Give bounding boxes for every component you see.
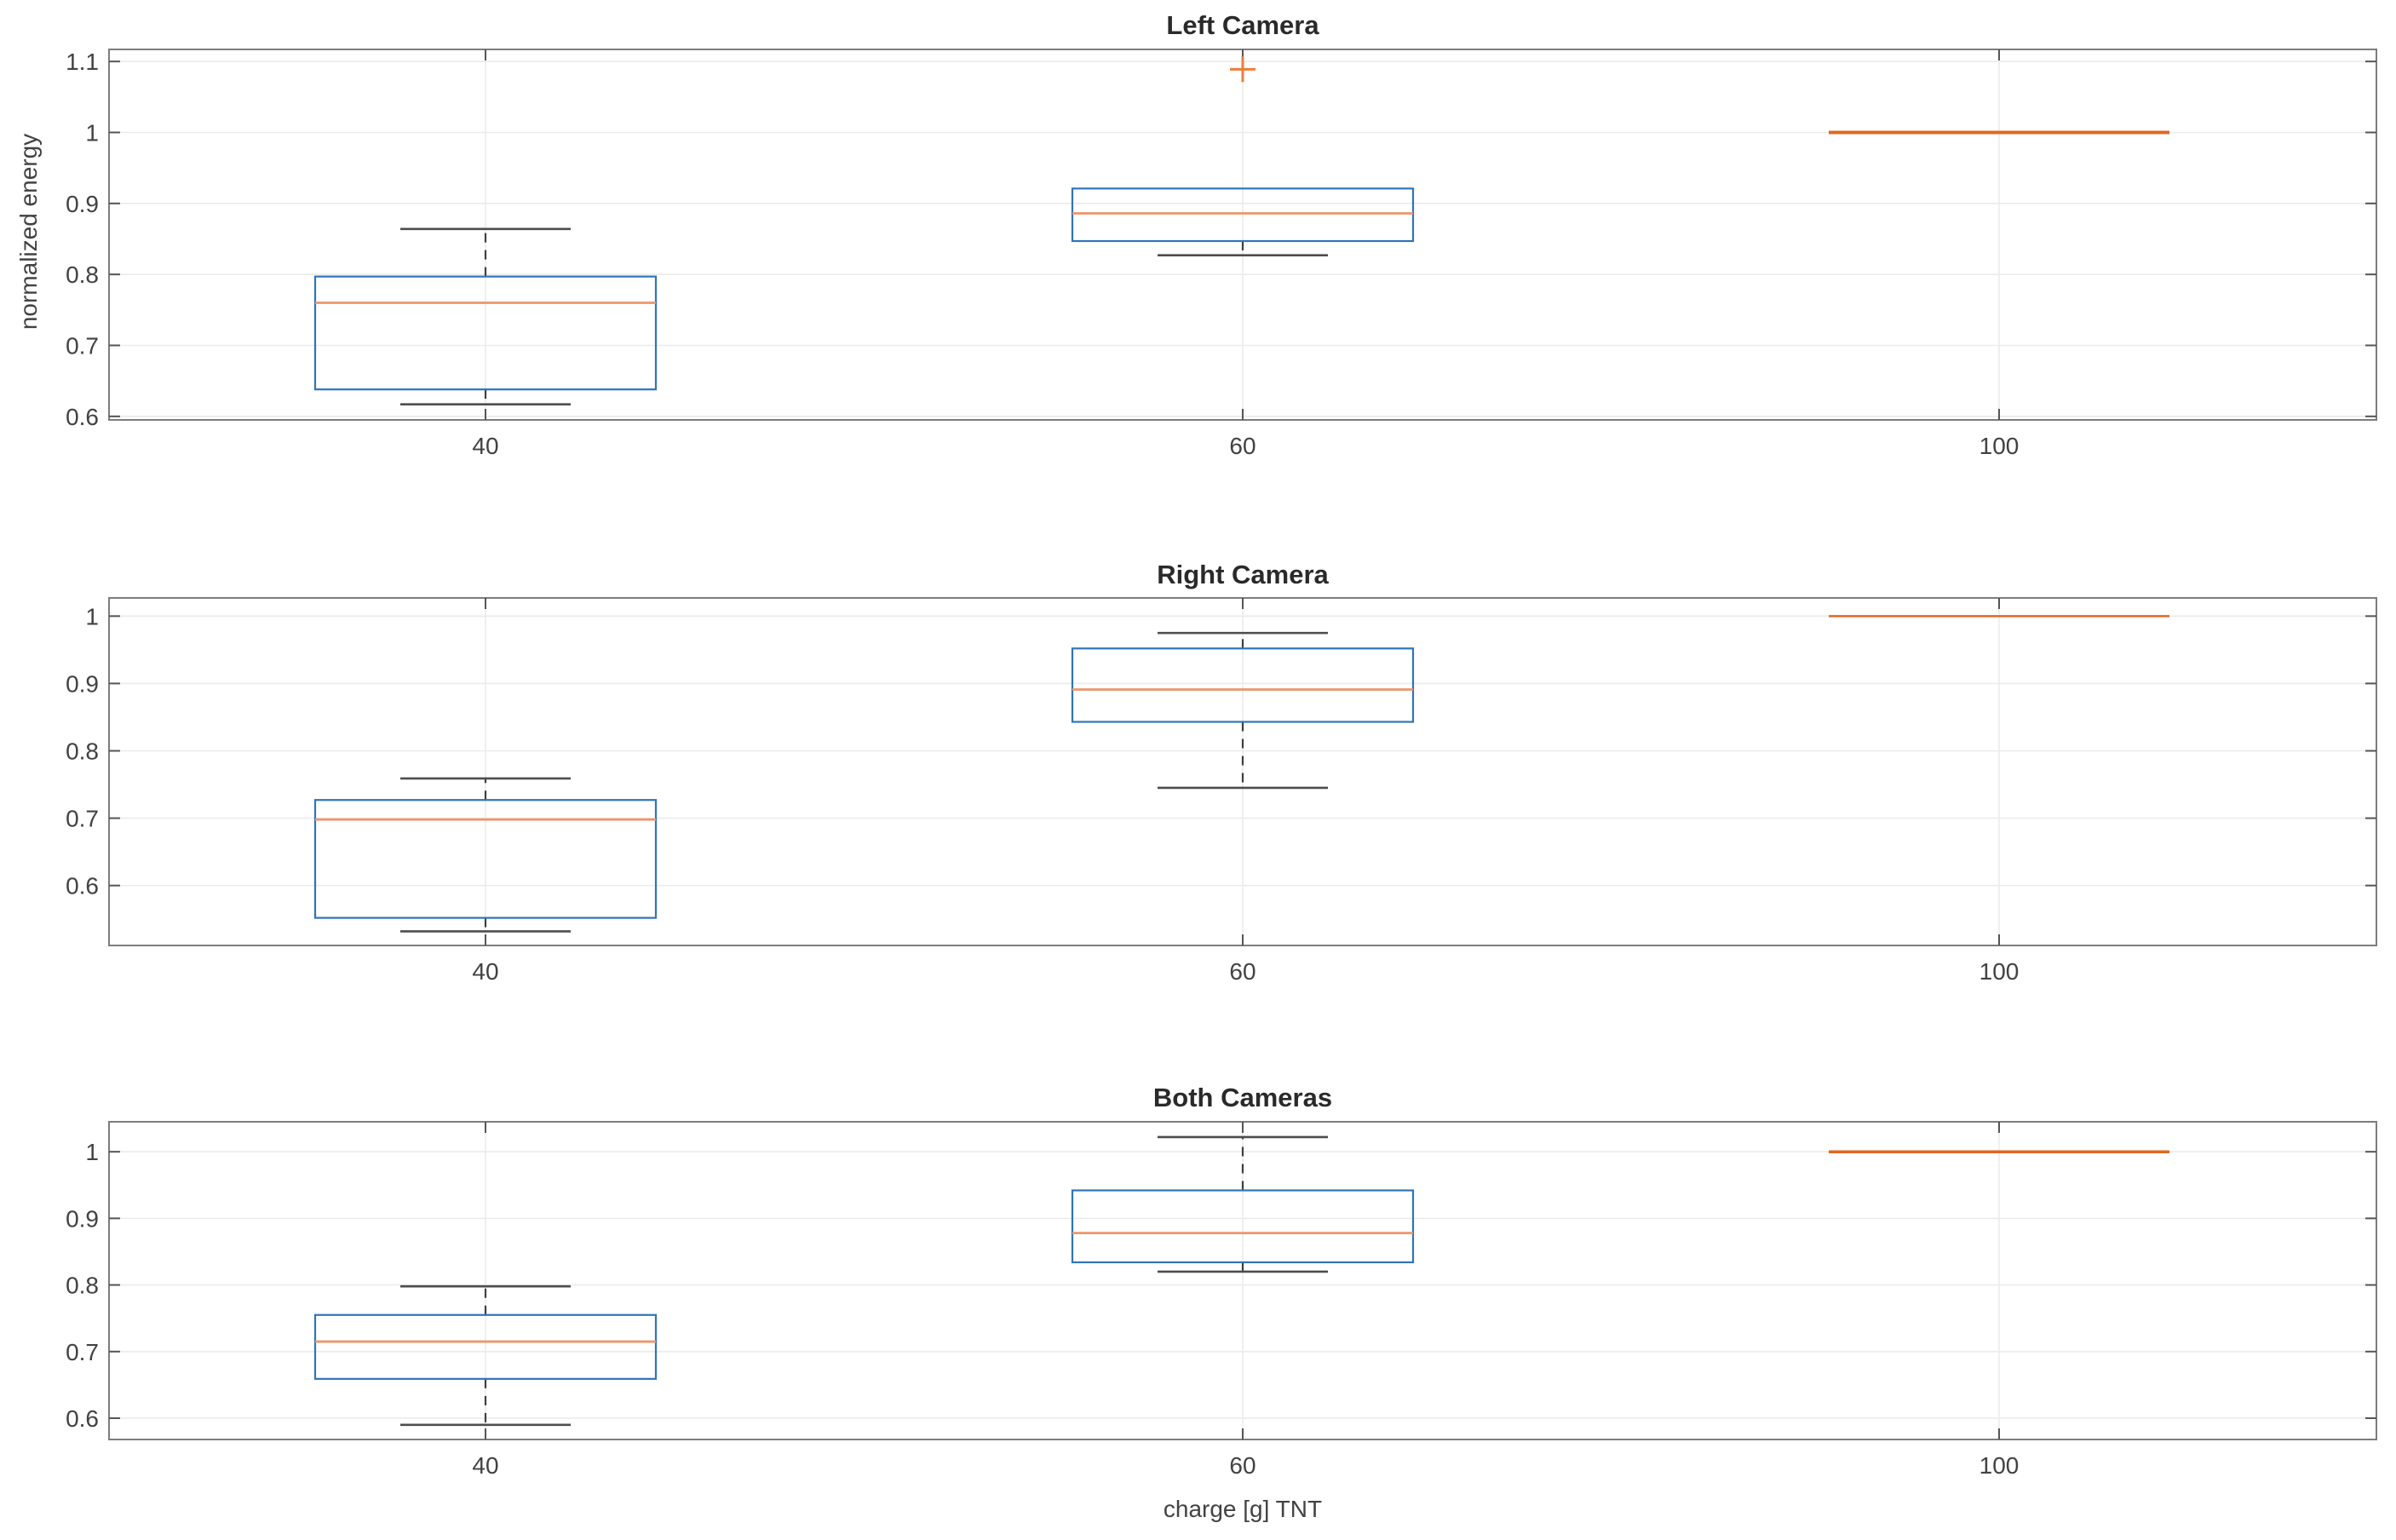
x-tick-label: 40 xyxy=(472,958,498,985)
box-group-40 xyxy=(313,227,658,405)
x-tick-label: 60 xyxy=(1229,1452,1255,1479)
y-tick-label: 0.9 xyxy=(66,191,99,217)
y-tick-label: 0.8 xyxy=(66,1273,99,1299)
subplot-title-both-cameras: Both Cameras xyxy=(1152,1083,1333,1112)
box-group-40 xyxy=(313,1284,658,1427)
x-tick-label: 40 xyxy=(472,433,498,459)
subplot-title-left-camera: Left Camera xyxy=(1166,10,1319,40)
box-group-60 xyxy=(1071,56,1415,256)
iqr-box xyxy=(1071,647,1415,723)
y-tick-label: 1 xyxy=(85,1139,99,1165)
y-tick-label: 0.6 xyxy=(66,404,99,430)
x-tick-label: 60 xyxy=(1229,433,1255,459)
iqr-box xyxy=(1071,1189,1415,1264)
iqr-box xyxy=(313,275,658,391)
y-axis-label: normalized energy xyxy=(15,133,42,330)
y-tick-label: 1 xyxy=(85,603,99,629)
y-tick-label: 0.6 xyxy=(66,873,99,899)
iqr-box xyxy=(313,799,658,919)
x-tick-label: 100 xyxy=(1979,433,2020,459)
y-tick-label: 0.9 xyxy=(66,1205,99,1232)
y-tick-label: 0.7 xyxy=(66,333,99,359)
subplot-right-camera: 0.6 0.7 0.8 0.9 1 40 60 100 xyxy=(66,597,2377,985)
iqr-box xyxy=(1071,187,1415,243)
y-tick-label: 0.9 xyxy=(66,670,99,697)
subplot-left-camera: 0.6 0.7 0.8 0.9 1 1.1 40 60 100 xyxy=(66,49,2377,459)
iqr-box xyxy=(313,1313,658,1380)
y-tick-label: 0.6 xyxy=(66,1405,99,1432)
x-tick-label: 60 xyxy=(1229,958,1255,985)
y-tick-label: 1.1 xyxy=(66,49,99,75)
y-tick-label: 0.7 xyxy=(66,1339,99,1365)
y-tick-label: 0.7 xyxy=(66,806,99,832)
y-tick-label: 1 xyxy=(85,120,99,147)
y-tick-label: 0.8 xyxy=(66,261,99,288)
y-tick-label: 0.8 xyxy=(66,738,99,764)
box-group-60 xyxy=(1071,631,1415,790)
x-tick-label: 100 xyxy=(1979,1452,2020,1479)
x-axis-label: charge [g] TNT xyxy=(1163,1496,1323,1522)
box-group-60 xyxy=(1071,1135,1415,1273)
x-tick-label: 100 xyxy=(1979,958,2020,985)
box-group-40 xyxy=(313,777,658,933)
subplot-both-cameras: 0.6 0.7 0.8 0.9 1 40 60 100 xyxy=(66,1121,2377,1479)
subplot-title-right-camera: Right Camera xyxy=(1157,560,1329,589)
x-tick-label: 40 xyxy=(472,1452,498,1479)
